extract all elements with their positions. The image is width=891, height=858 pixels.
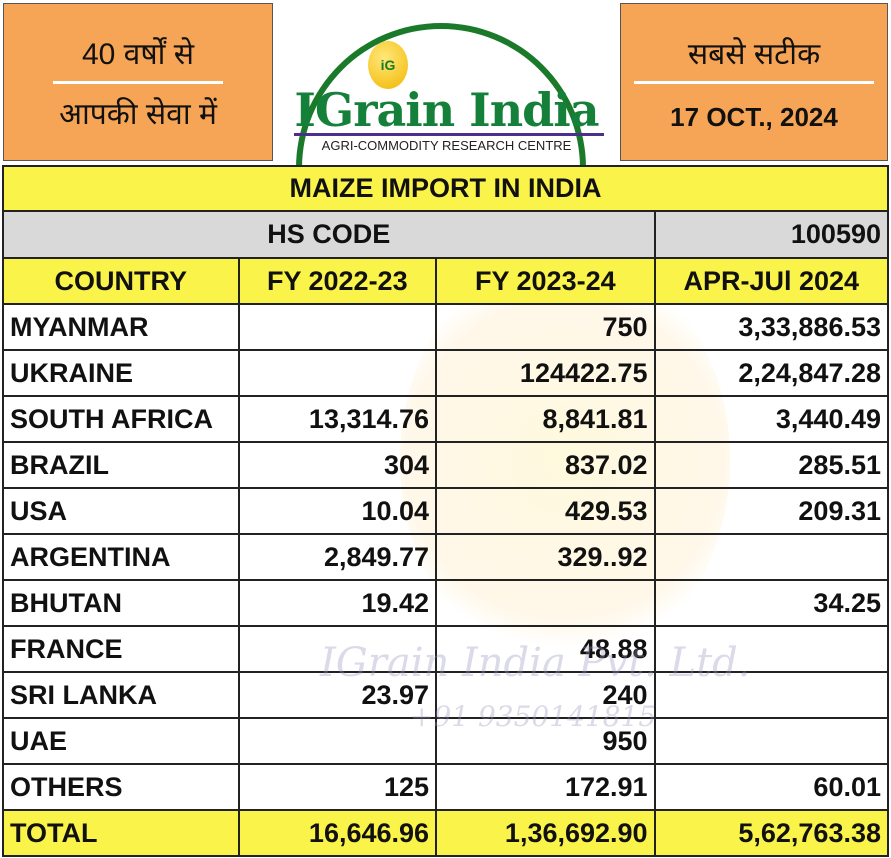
value-cell bbox=[237, 717, 438, 765]
left-slogan-panel: 40 वर्षों से आपकी सेवा में bbox=[3, 3, 273, 161]
country-cell: BHUTAN bbox=[2, 579, 240, 627]
country-cell: USA bbox=[2, 487, 240, 535]
report-date: 17 OCT., 2024 bbox=[670, 101, 838, 132]
value-cell: 125 bbox=[237, 763, 438, 811]
table-row: SRI LANKA 23.97 240 bbox=[2, 671, 890, 719]
value-cell: 209.31 bbox=[653, 487, 890, 535]
value-cell: 19.42 bbox=[237, 579, 438, 627]
country-cell: OTHERS bbox=[2, 763, 240, 811]
grain-coin-icon: iG bbox=[368, 41, 408, 89]
logo-underline bbox=[294, 133, 604, 136]
country-cell: BRAZIL bbox=[2, 441, 240, 489]
value-cell bbox=[653, 625, 890, 673]
divider bbox=[53, 80, 223, 84]
slogan-line-1: 40 वर्षों से bbox=[81, 37, 195, 71]
total-cell: 16,646.96 bbox=[237, 809, 438, 857]
total-cell: 5,62,763.38 bbox=[653, 809, 890, 857]
value-cell: 172.91 bbox=[435, 763, 656, 811]
table-row: UKRAINE 124422.75 2,24,847.28 bbox=[2, 349, 890, 397]
value-cell: 34.25 bbox=[653, 579, 890, 627]
column-header: APR-JUl 2024 bbox=[653, 257, 890, 305]
country-cell: SRI LANKA bbox=[2, 671, 240, 719]
table-row: BHUTAN 19.42 34.25 bbox=[2, 579, 890, 627]
logo-subtitle: AGRI-COMMODITY RESEARCH CENTRE bbox=[321, 138, 572, 153]
table-row: UAE 950 bbox=[2, 717, 890, 765]
total-row: TOTAL 16,646.96 1,36,692.90 5,62,763.38 bbox=[2, 809, 890, 857]
value-cell: 837.02 bbox=[435, 441, 656, 489]
value-cell: 3,440.49 bbox=[653, 395, 890, 443]
hs-code-value: 100590 bbox=[653, 210, 890, 259]
value-cell: 10.04 bbox=[237, 487, 438, 535]
value-cell: 48.88 bbox=[435, 625, 656, 673]
table-row: USA 10.04 429.53 209.31 bbox=[2, 487, 890, 535]
value-cell: 60.01 bbox=[653, 763, 890, 811]
table-row: FRANCE 48.88 bbox=[2, 625, 890, 673]
value-cell: 3,33,886.53 bbox=[653, 303, 890, 351]
value-cell: 2,24,847.28 bbox=[653, 349, 890, 397]
table-title: MAIZE IMPORT IN INDIA bbox=[2, 165, 889, 212]
country-cell: MYANMAR bbox=[2, 303, 240, 351]
value-cell: 285.51 bbox=[653, 441, 890, 489]
value-cell: 304 bbox=[237, 441, 438, 489]
value-cell: 240 bbox=[435, 671, 656, 719]
value-cell: 950 bbox=[435, 717, 656, 765]
total-cell: 1,36,692.90 bbox=[435, 809, 656, 857]
slogan-line-2: आपकी सेवा में bbox=[59, 97, 217, 131]
value-cell: 429.53 bbox=[435, 487, 656, 535]
hs-code-label: HS CODE bbox=[2, 210, 656, 259]
value-cell: 124422.75 bbox=[435, 349, 656, 397]
country-cell: ARGENTINA bbox=[2, 533, 240, 581]
value-cell bbox=[237, 625, 438, 673]
value-cell: 329..92 bbox=[435, 533, 656, 581]
country-cell: UAE bbox=[2, 717, 240, 765]
tagline: सबसे सटीक bbox=[687, 37, 821, 71]
column-header: COUNTRY bbox=[2, 257, 240, 305]
column-header: FY 2023-24 bbox=[435, 257, 656, 305]
value-cell bbox=[237, 303, 438, 351]
table-row: BRAZIL 304 837.02 285.51 bbox=[2, 441, 890, 489]
column-header: FY 2022-23 bbox=[237, 257, 438, 305]
header-banner: 40 वर्षों से आपकी सेवा में iG IGrain Ind… bbox=[0, 0, 891, 203]
right-date-panel: सबसे सटीक 17 OCT., 2024 bbox=[620, 3, 888, 161]
maize-import-table: MAIZE IMPORT IN INDIA HS CODE 100590 COU… bbox=[2, 165, 890, 857]
table-row: MYANMAR 750 3,33,886.53 bbox=[2, 303, 890, 351]
value-cell: 23.97 bbox=[237, 671, 438, 719]
value-cell: 13,314.76 bbox=[237, 395, 438, 443]
value-cell bbox=[435, 579, 656, 627]
value-cell bbox=[237, 349, 438, 397]
igrain-logo: iG IGrain India AGRI-COMMODITY RESEARCH … bbox=[274, 3, 619, 203]
country-cell: FRANCE bbox=[2, 625, 240, 673]
value-cell bbox=[653, 717, 890, 765]
value-cell bbox=[653, 533, 890, 581]
table-row: OTHERS 125 172.91 60.01 bbox=[2, 763, 890, 811]
country-cell: SOUTH AFRICA bbox=[2, 395, 240, 443]
logo-text: IGrain India bbox=[294, 83, 599, 137]
divider bbox=[634, 80, 874, 84]
value-cell: 2,849.77 bbox=[237, 533, 438, 581]
table-row: ARGENTINA 2,849.77 329..92 bbox=[2, 533, 890, 581]
value-cell bbox=[653, 671, 890, 719]
country-cell: UKRAINE bbox=[2, 349, 240, 397]
value-cell: 750 bbox=[435, 303, 656, 351]
value-cell: 8,841.81 bbox=[435, 395, 656, 443]
total-label: TOTAL bbox=[2, 809, 240, 857]
table-row: SOUTH AFRICA 13,314.76 8,841.81 3,440.49 bbox=[2, 395, 890, 443]
